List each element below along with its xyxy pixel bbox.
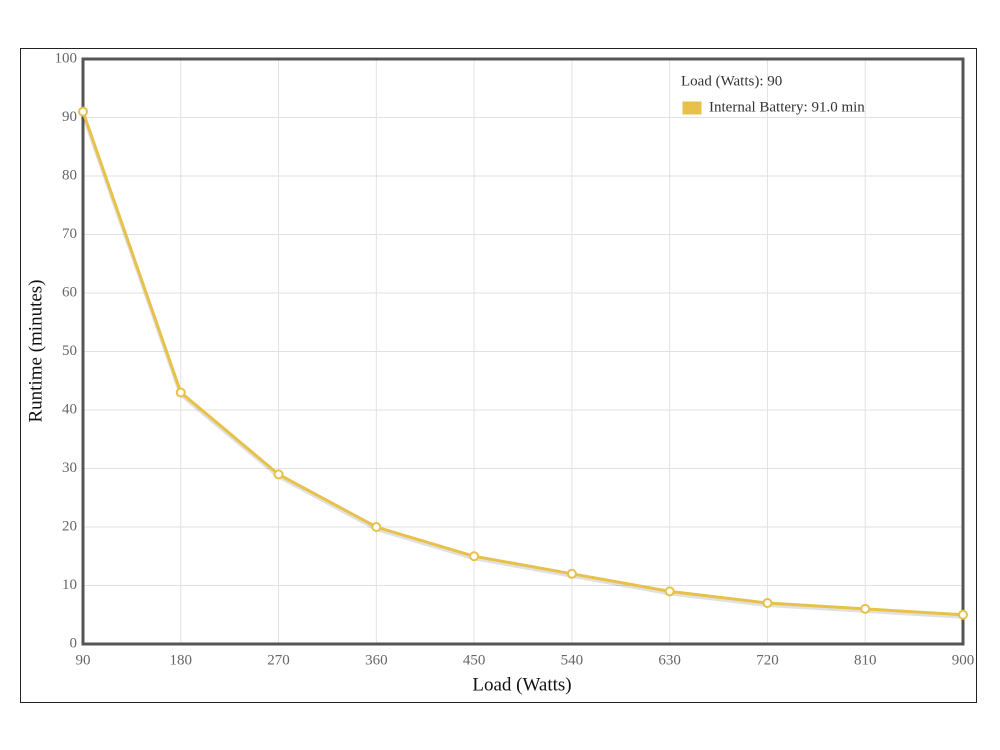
data-point [762,598,773,609]
tooltip-swatch [681,100,703,116]
x-tick-label: 450 [463,652,486,668]
chart-border [20,48,977,703]
series-line [81,111,964,617]
tooltip-label: Internal Battery: 91.0 min [709,99,865,115]
y-tick-label: 30 [62,460,77,476]
x-tick-label: 360 [365,652,388,668]
data-point [469,551,480,562]
data-point [371,522,382,532]
y-tick-label: 60 [62,284,77,300]
data-point [175,387,186,398]
y-tick-label: 20 [62,518,77,534]
data-point [273,469,284,480]
y-tick-label: 0 [70,635,78,651]
y-tick-label: 70 [62,226,77,242]
y-tick-label: 40 [62,401,77,417]
y-tick-label: 50 [62,343,77,359]
x-tick-label: 270 [267,652,290,668]
x-tick-label: 900 [952,652,975,668]
data-point [566,568,577,579]
data-point [958,609,968,620]
x-tick-label: 720 [756,652,779,668]
y-tick-label: 90 [62,109,77,125]
tooltip-title: Load (Watts): 90 [681,73,782,89]
y-tick-label: 80 [62,167,77,183]
line-shadow [81,112,964,619]
x-axis-label: Load (Watts) [472,674,571,695]
data-point [664,586,675,597]
x-tick-label: 90 [76,652,91,668]
y-axis-label: Runtime (minutes) [25,279,46,422]
y-tick-label: 10 [62,577,77,593]
data-point [78,106,88,117]
x-tick-label: 540 [561,652,584,668]
x-tick-label: 810 [854,652,877,668]
y-tick-label: 100 [55,50,78,66]
plot-frame [81,57,965,646]
x-tick-label: 630 [658,652,681,668]
x-tick-label: 180 [170,652,193,668]
data-point [860,603,871,614]
tooltip: Load (Watts): 90 Internal Battery: 91.0 … [681,73,865,116]
